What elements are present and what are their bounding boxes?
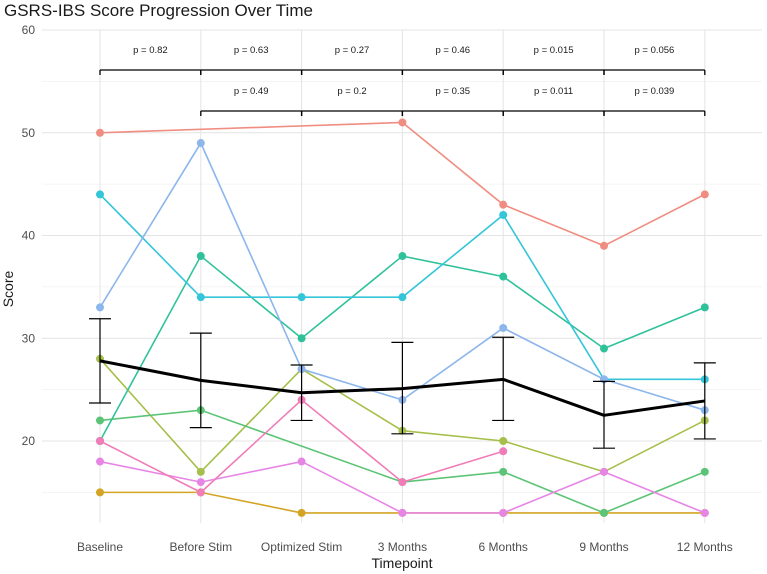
data-point xyxy=(96,303,104,312)
p-value-label: p = 0.82 xyxy=(133,45,168,56)
data-point xyxy=(600,241,608,250)
p-value-label: p = 0.2 xyxy=(337,86,366,97)
p-value-label: p = 0.46 xyxy=(435,45,470,56)
data-point xyxy=(297,457,306,466)
data-point xyxy=(96,416,104,425)
series-1 xyxy=(96,118,709,250)
y-tick-label: 40 xyxy=(22,229,36,243)
p-value-label: p = 0.35 xyxy=(435,86,470,97)
comparison-bracket: p = 0.46 xyxy=(401,45,504,75)
series-8 xyxy=(96,457,709,517)
patient-series xyxy=(96,118,709,517)
x-tick-label: 6 Months xyxy=(479,540,528,554)
data-point xyxy=(700,508,709,517)
data-point xyxy=(499,447,508,456)
p-value-label: p = 0.039 xyxy=(634,86,674,97)
y-tick-label: 20 xyxy=(22,434,36,448)
data-point xyxy=(297,293,306,302)
x-tick-label: 12 Months xyxy=(677,540,733,554)
p-value-label: p = 0.63 xyxy=(234,45,269,56)
comparison-bracket: p = 0.82 xyxy=(99,45,202,75)
y-axis-title: Score xyxy=(0,271,16,308)
comparison-bracket: p = 0.63 xyxy=(200,45,303,75)
data-point xyxy=(96,128,104,137)
data-point xyxy=(96,488,104,497)
data-point xyxy=(96,457,104,466)
y-tick-label: 30 xyxy=(22,331,36,345)
comparison-bracket: p = 0.2 xyxy=(300,86,404,116)
x-axis-title: Timepoint xyxy=(372,555,433,571)
data-point xyxy=(297,508,306,517)
data-point xyxy=(196,293,205,302)
mean-series xyxy=(89,318,716,449)
data-point xyxy=(196,139,205,148)
comparison-bracket: p = 0.015 xyxy=(502,45,605,75)
data-point xyxy=(700,303,709,312)
grid xyxy=(42,29,762,524)
data-point xyxy=(600,344,608,353)
data-point xyxy=(196,478,205,487)
data-point xyxy=(96,190,104,199)
x-tick-label: Baseline xyxy=(77,540,123,554)
y-tick-label: 50 xyxy=(22,126,36,140)
comparison-bracket: p = 0.49 xyxy=(200,86,303,116)
data-point xyxy=(196,467,205,476)
data-point xyxy=(700,190,709,199)
data-point xyxy=(499,210,508,219)
x-tick-label: 9 Months xyxy=(579,540,628,554)
p-value-label: p = 0.27 xyxy=(335,45,370,56)
comparison-bracket: p = 0.056 xyxy=(603,45,706,75)
data-point xyxy=(96,437,104,445)
p-value-label: p = 0.015 xyxy=(534,45,574,56)
data-point xyxy=(600,508,608,517)
y-axis-ticks: 20 30 40 50 60 xyxy=(22,23,36,448)
mean-line xyxy=(99,359,706,417)
data-point xyxy=(196,488,205,497)
p-value-label: p = 0.011 xyxy=(534,86,573,97)
chart-title: GSRS-IBS Score Progression Over Time xyxy=(4,1,313,20)
x-tick-label: Optimized Stim xyxy=(261,540,342,554)
x-tick-label: Before Stim xyxy=(169,540,232,554)
x-tick-label: 3 Months xyxy=(378,540,427,554)
comparison-bracket: p = 0.35 xyxy=(401,86,504,116)
data-point xyxy=(398,508,407,517)
data-point xyxy=(600,467,608,476)
comparison-bracket: p = 0.27 xyxy=(300,45,404,75)
data-point xyxy=(196,252,205,261)
data-point xyxy=(499,272,508,281)
comparison-bracket: p = 0.039 xyxy=(603,86,706,116)
data-point xyxy=(398,252,407,261)
p-value-label: p = 0.49 xyxy=(234,86,269,97)
data-point xyxy=(499,508,508,517)
data-point xyxy=(499,200,508,209)
y-tick-label: 60 xyxy=(22,23,36,37)
data-point xyxy=(398,118,407,127)
data-point xyxy=(499,437,508,445)
comparison-bracket: p = 0.011 xyxy=(502,86,605,116)
p-value-label: p = 0.056 xyxy=(634,45,674,56)
data-point xyxy=(297,334,306,343)
data-point xyxy=(398,478,407,487)
x-axis-ticks: Baseline Before Stim Optimized Stim 3 Month… xyxy=(77,540,733,554)
data-point xyxy=(499,323,508,332)
series-line xyxy=(99,409,706,514)
data-point xyxy=(499,467,508,476)
comparison-brackets: p = 0.82 p = 0.63 p = 0.27 p = 0.46 p = 0.01… xyxy=(99,45,706,116)
data-point xyxy=(700,467,709,476)
data-point xyxy=(398,293,407,302)
